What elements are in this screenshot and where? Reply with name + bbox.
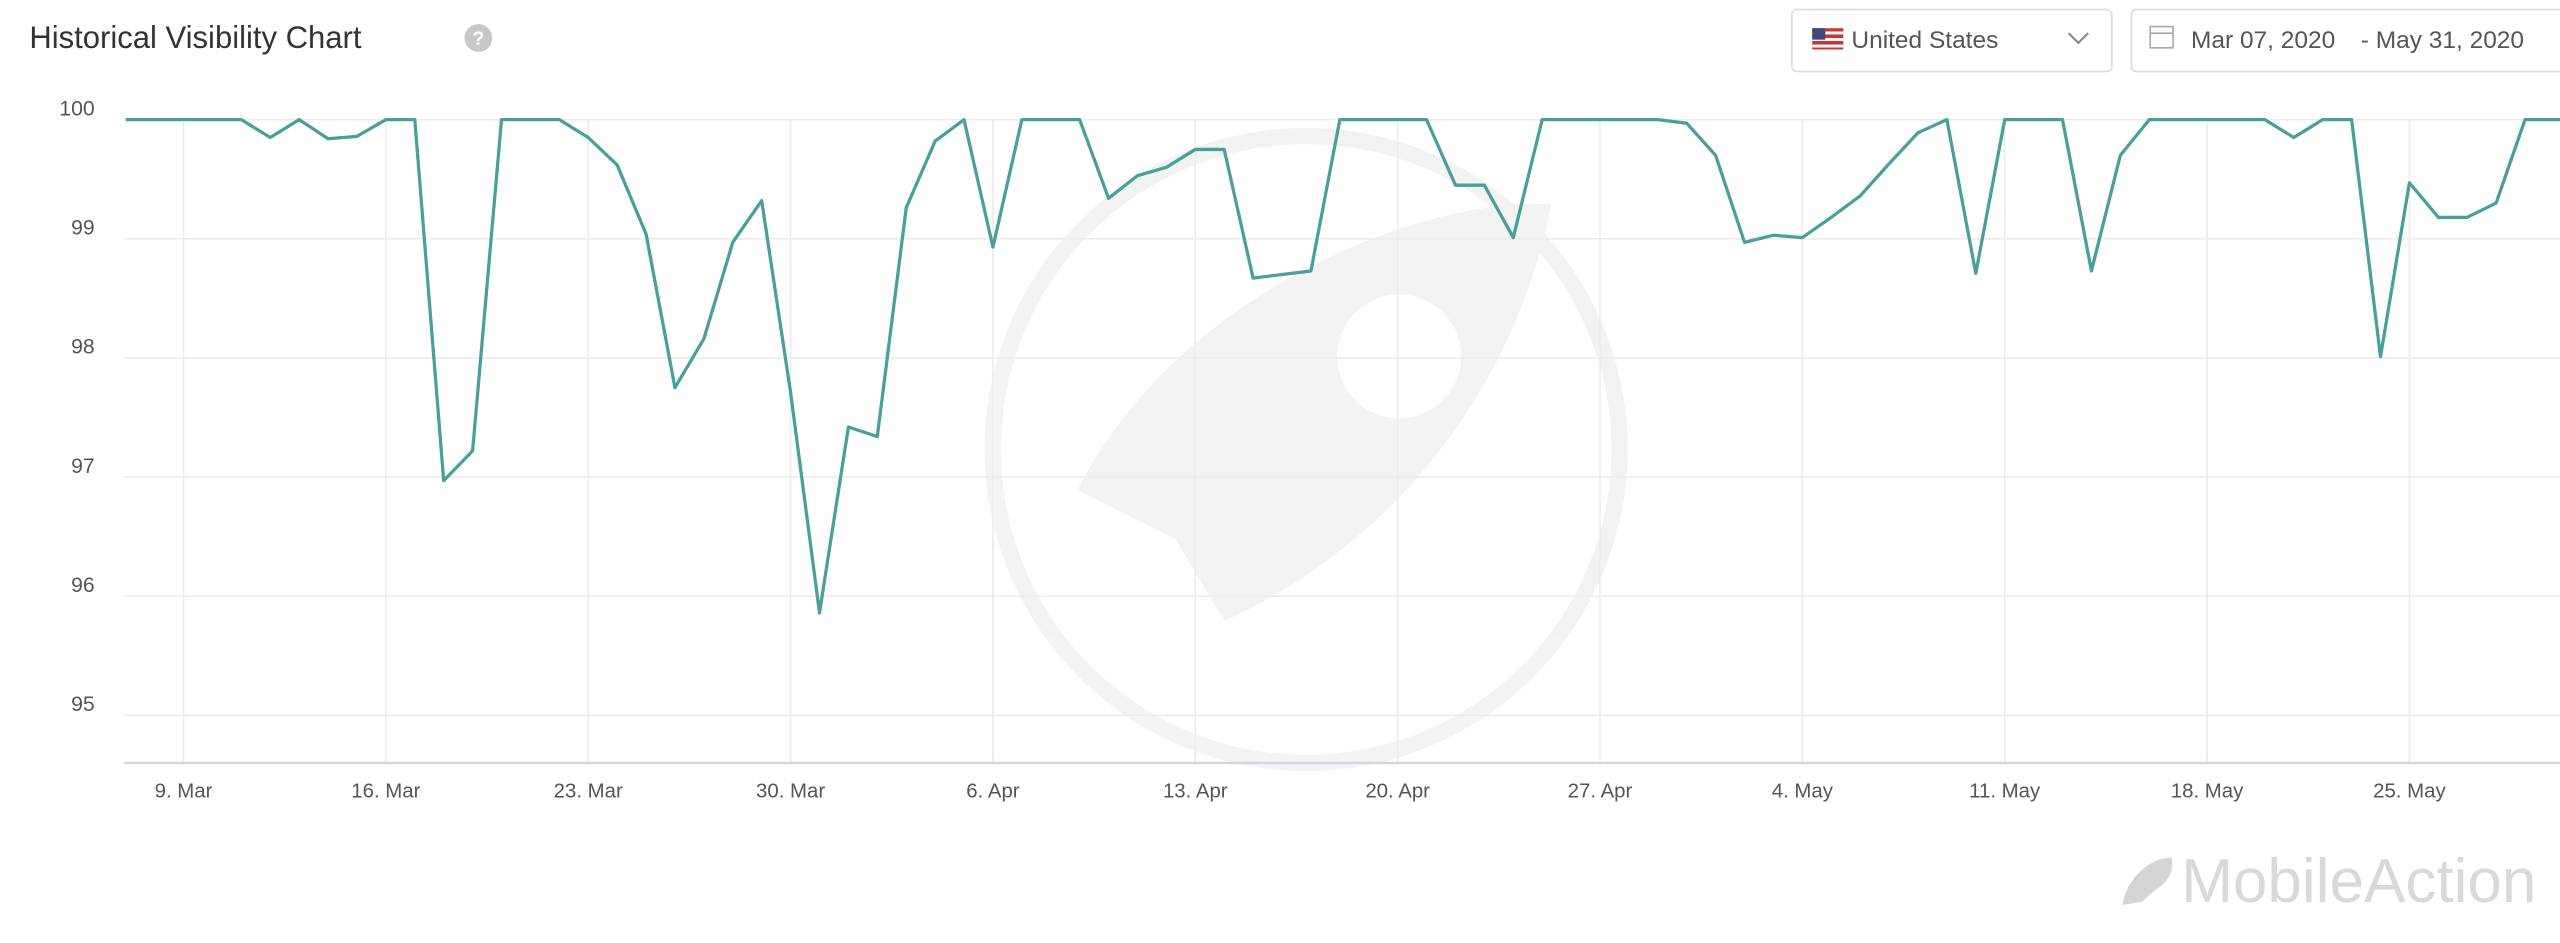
- date-from: Mar 07, 2020: [2191, 27, 2335, 54]
- x-tick-label: 20. Apr: [1365, 781, 1430, 803]
- x-tick-label: 18. May: [2171, 781, 2244, 803]
- x-tick-label: 23. Mar: [554, 781, 623, 803]
- y-tick-label: 98: [71, 336, 95, 359]
- watermark: [984, 127, 1628, 772]
- brand-text: MobileAction: [2181, 847, 2536, 916]
- date-range-picker[interactable]: [2130, 8, 2560, 73]
- x-tick-label: 25. May: [2373, 781, 2446, 803]
- x-tick-label: 11. May: [1969, 781, 2041, 803]
- x-tick-label: 27. Apr: [1568, 781, 1633, 803]
- x-tick-label: 13. Apr: [1163, 781, 1228, 803]
- brand-logo: MobileAction: [2122, 847, 2536, 916]
- country-label: United States: [1851, 27, 1998, 54]
- y-tick-label: 97: [71, 455, 95, 478]
- y-tick-label: 99: [71, 217, 95, 240]
- country-dropdown[interactable]: [1791, 8, 2113, 73]
- date-to: - May 31, 2020: [2361, 27, 2524, 54]
- x-tick-label: 16. Mar: [351, 781, 420, 803]
- plot-area: [125, 118, 2560, 615]
- dropdown-chevron: [2067, 32, 2089, 45]
- x-tick-label: 4. May: [1772, 781, 1834, 803]
- y-tick-label: 96: [71, 574, 95, 597]
- help-icon[interactable]: [464, 24, 493, 52]
- y-tick-label: 95: [71, 693, 95, 716]
- x-tick-label: 30. Mar: [756, 781, 825, 803]
- calendar-icon: [2149, 25, 2174, 49]
- data-line: [125, 118, 2560, 615]
- chart-title: Historical Visibility Chart: [29, 20, 361, 55]
- x-tick-label: 6. Apr: [966, 781, 1019, 803]
- y-tick-label: 100: [59, 97, 94, 120]
- x-tick-label: 9. Mar: [155, 781, 213, 803]
- flag-icon: [1812, 28, 1844, 50]
- help-icon-glyph: ?: [472, 28, 484, 50]
